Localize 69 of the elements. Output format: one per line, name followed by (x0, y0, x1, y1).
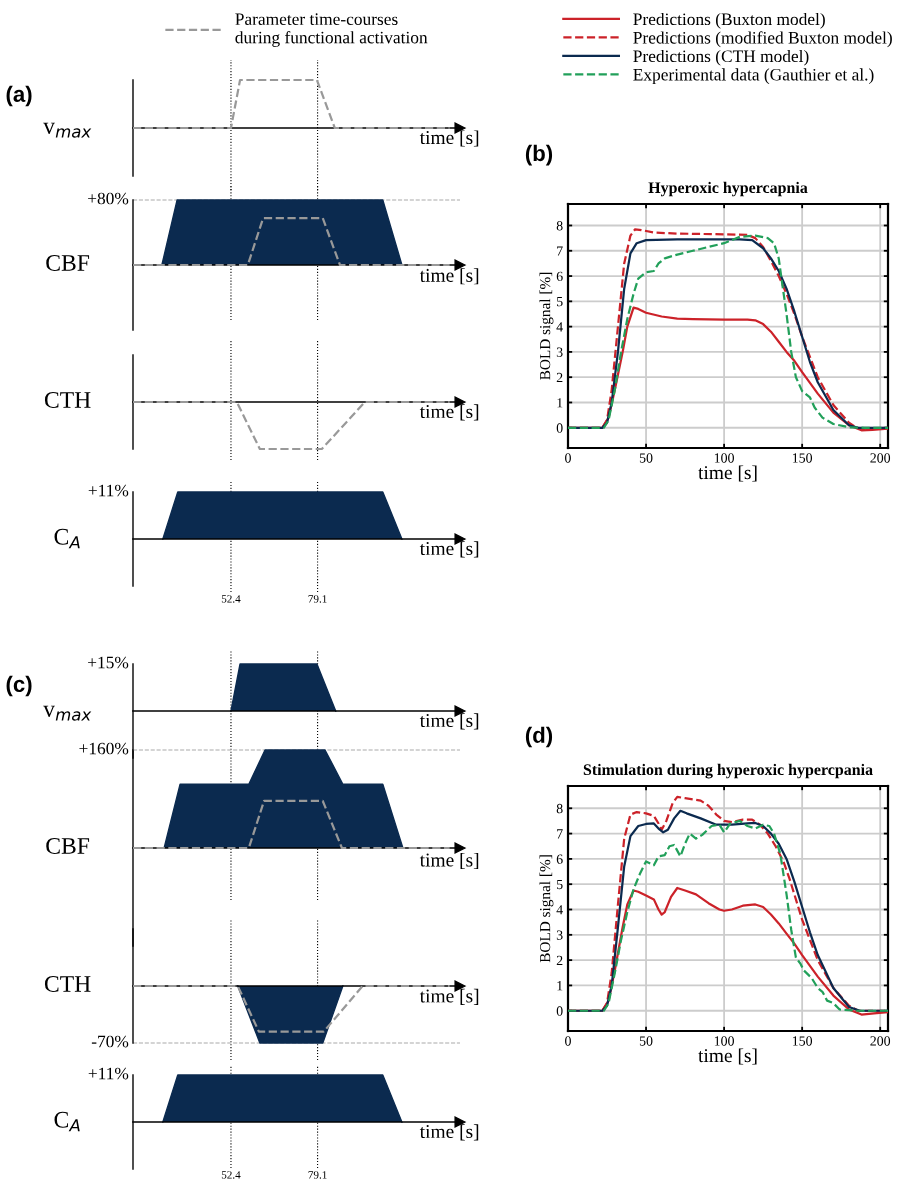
legend-label: Predictions (CTH model) (633, 49, 809, 66)
x-tick-label: 150 (792, 453, 813, 463)
x-axis-title: time [s] (419, 713, 479, 730)
y-tick-label: 8 (556, 221, 563, 231)
y-axis-title: BOLD signal [%] (539, 272, 554, 380)
y-tick-label: 7 (557, 829, 563, 839)
x-tick-label: 52.4 (221, 595, 241, 603)
y-tick-label: 1 (557, 398, 563, 408)
y-axis-title: CBF (46, 838, 90, 854)
chart-title: (a) (6, 85, 32, 107)
x-axis-title: time [s] (419, 404, 479, 421)
x-axis-title: time [s] (419, 1124, 479, 1141)
x-tick-label: 50 (639, 1036, 653, 1046)
y-tick-label: 0 (556, 423, 563, 433)
x-axis-title: time [s] (419, 988, 479, 1005)
x-tick-label: 200 (870, 453, 891, 463)
y-tick-label: 8 (556, 803, 563, 814)
x-axis-title: time [s] (419, 541, 479, 558)
y-tick-label: 3 (556, 347, 563, 357)
y-axis-title: CBF (46, 255, 90, 271)
y-axis-title: v$_{max}$ (43, 705, 92, 721)
text: +160% (79, 742, 129, 755)
y-axis-title: v$_{max}$ (43, 122, 92, 138)
x-tick-label: 0 (565, 1036, 571, 1046)
y-tick-label: 2 (556, 955, 563, 965)
chart-title: (c) (6, 675, 32, 697)
y-tick-label: 4 (556, 905, 563, 915)
y-axis-title: BOLD signal [%] (539, 855, 554, 963)
chart-title: Hyperoxic hypercapnia (648, 181, 808, 197)
y-axis-title: CTH (44, 392, 91, 408)
y-tick-label: 5 (557, 297, 563, 307)
x-tick-label: 79.1 (308, 595, 327, 603)
text: -70% (91, 1035, 129, 1048)
x-tick-label: 200 (870, 1036, 891, 1046)
legend-label: Parameter time-courses during functional activation (235, 13, 428, 47)
x-tick-label: 100 (714, 453, 734, 463)
x-tick-label: 100 (714, 1036, 734, 1046)
legend-label: Predictions (modified Buxton model) (633, 31, 892, 48)
y-tick-label: 6 (556, 271, 563, 282)
x-tick-label: 79.1 (308, 1171, 327, 1179)
legend-label: Predictions (Buxton model) (633, 12, 825, 29)
text: (d) (525, 726, 553, 748)
y-axis-title: C$_{A}$ (54, 1111, 80, 1132)
y-axis-title: CTH (44, 976, 91, 992)
x-axis-title: time [s] (698, 465, 757, 482)
x-axis-title: time [s] (698, 1048, 757, 1065)
y-tick-label: 3 (556, 930, 563, 940)
text: (b) (525, 144, 553, 166)
x-tick-label: 50 (639, 453, 653, 463)
x-axis-title: time [s] (419, 268, 479, 285)
y-tick-label: 0 (556, 1006, 563, 1016)
text: +11% (88, 1067, 129, 1080)
y-tick-label: 7 (557, 246, 563, 256)
y-axis-title: C$_{A}$ (54, 528, 80, 549)
x-axis-title: time [s] (419, 130, 479, 147)
legend-label: Experimental data (Gauthier et al.) (633, 68, 874, 85)
x-tick-label: 52.4 (221, 1171, 241, 1179)
text: +15% (88, 656, 129, 669)
text: +11% (88, 484, 129, 497)
text: +80% (88, 192, 129, 205)
y-tick-label: 2 (556, 372, 563, 383)
y-tick-label: 5 (557, 879, 563, 890)
y-tick-label: 4 (556, 322, 563, 332)
x-tick-label: 150 (792, 1036, 813, 1046)
y-tick-label: 1 (557, 981, 563, 991)
chart-title: Stimulation during hyperoxic hypercpania (583, 763, 873, 779)
y-tick-label: 6 (556, 854, 563, 864)
x-axis-title: time [s] (419, 852, 479, 869)
x-tick-label: 0 (565, 453, 571, 463)
